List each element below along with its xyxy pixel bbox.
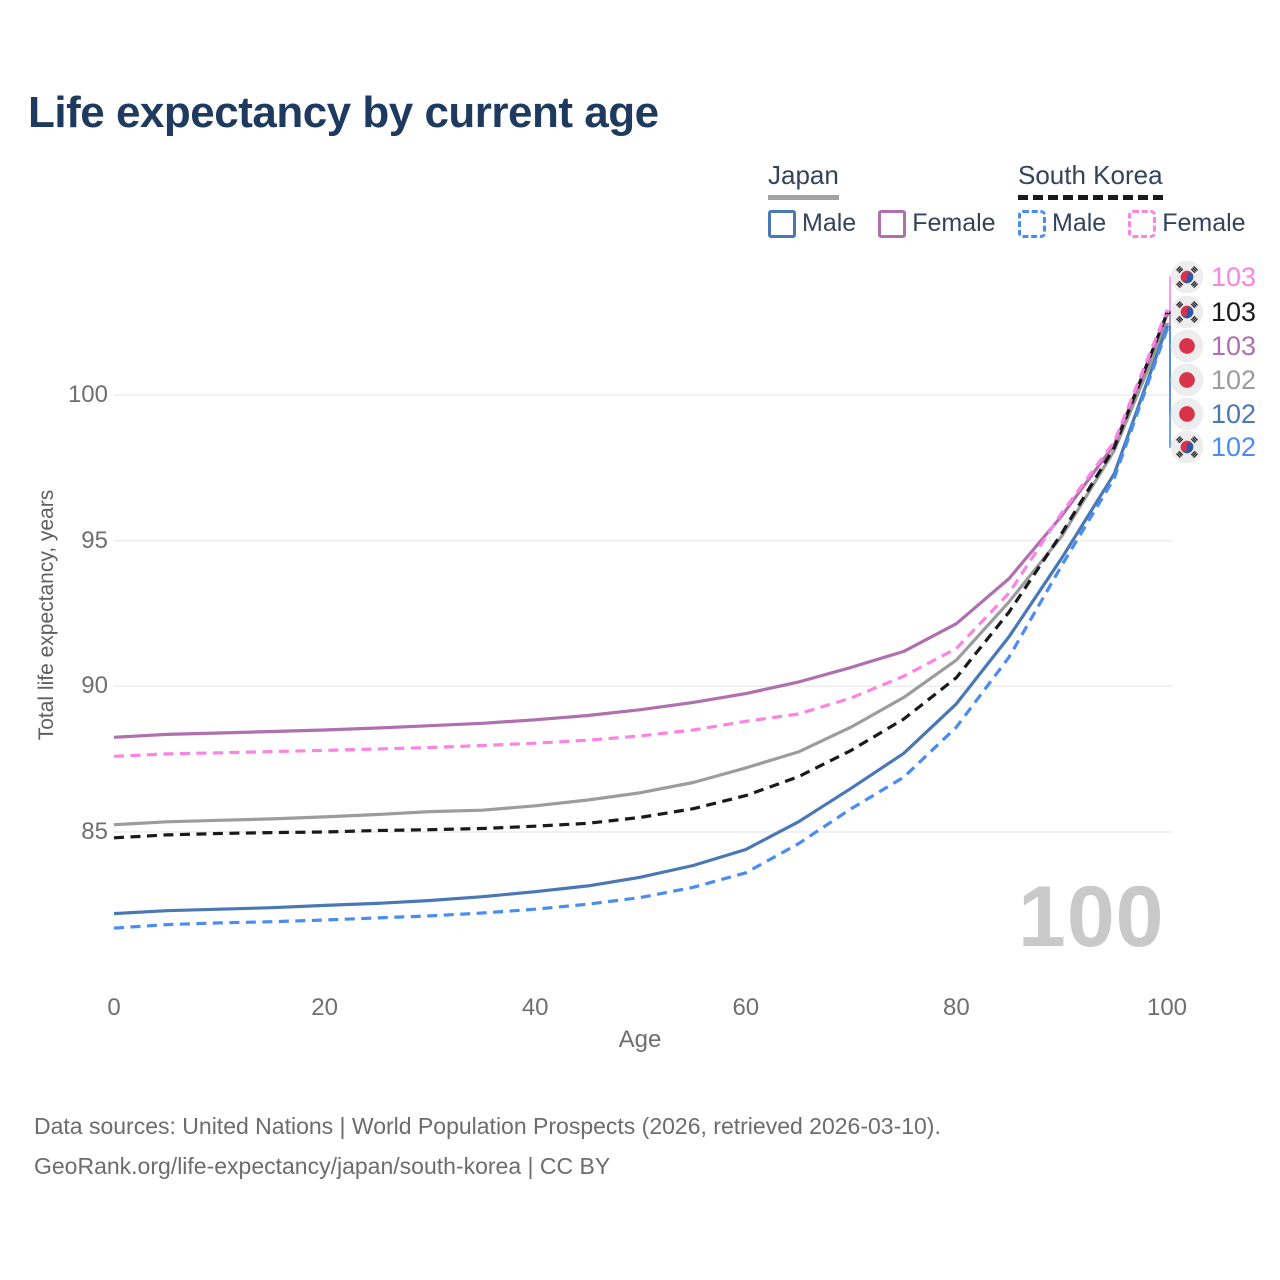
end-label-south-korea-female: 103 (1170, 260, 1256, 294)
japan-flag-icon (1170, 329, 1204, 363)
end-label-value-japan-female: 103 (1211, 331, 1257, 361)
legend-south-korea-male-label[interactable]: Male (1052, 209, 1107, 237)
legend-south-korea-female-swatch[interactable] (1128, 209, 1157, 238)
legend-japan-female-swatch[interactable] (878, 209, 907, 238)
y-tick-100: 100 (67, 381, 108, 409)
end-label-value-south-korea-male: 102 (1211, 432, 1257, 462)
legend-japan-title: Japan (768, 160, 839, 200)
legend-japan-female-label[interactable]: Female (912, 209, 996, 237)
age-watermark: 100 (1018, 869, 1165, 965)
y-tick-85: 85 (81, 818, 108, 845)
x-axis-title: Age (618, 1026, 662, 1053)
line-south-korea-male (113, 328, 1169, 930)
end-label-value-south-korea-female: 103 (1211, 262, 1257, 292)
y-tick-90: 90 (81, 672, 108, 700)
line-south-korea-female (113, 310, 1169, 758)
line-south-korea-total (113, 312, 1169, 840)
end-label-value-japan-male: 102 (1211, 399, 1257, 429)
south-korea-flag-icon (1170, 260, 1204, 294)
end-label-japan-total: 102 (1170, 363, 1256, 397)
footer-attribution: GeoRank.org/life-expectancy/japan/south-… (34, 1153, 611, 1179)
line-japan-total (113, 323, 1169, 827)
x-tick-20: 20 (311, 994, 338, 1021)
legend-south-korea-male-swatch[interactable] (1018, 209, 1046, 238)
footer-data-sources: Data sources: United Nations | World Pop… (34, 1113, 941, 1139)
x-tick-100: 100 (1146, 994, 1188, 1021)
x-tick-0: 0 (107, 994, 121, 1021)
end-label-value-japan-total: 102 (1211, 365, 1257, 395)
line-japan-male (113, 326, 1169, 916)
x-tick-40: 40 (521, 994, 549, 1021)
legend-south-korea: South Korea Male Female (1018, 160, 1268, 238)
legend-japan-male-swatch[interactable] (768, 209, 796, 238)
x-tick-80: 80 (943, 994, 970, 1021)
japan-flag-icon (1170, 397, 1204, 431)
end-label-japan-female: 103 (1170, 329, 1256, 363)
end-label-south-korea-male: 102 (1170, 430, 1256, 464)
south-korea-flag-icon (1170, 430, 1204, 464)
end-label-japan-male: 102 (1170, 397, 1256, 431)
page-title: Life expectancy by current age (28, 88, 659, 137)
legend-japan: Japan Male Female (768, 160, 1018, 238)
x-tick-60: 60 (732, 994, 760, 1021)
end-label-value-south-korea-total: 103 (1211, 297, 1257, 327)
japan-flag-icon (1170, 363, 1204, 397)
legend-south-korea-female-label[interactable]: Female (1162, 209, 1246, 237)
legend-japan-male-label[interactable]: Male (802, 209, 857, 237)
y-tick-95: 95 (81, 526, 108, 554)
south-korea-flag-icon (1170, 295, 1204, 329)
line-japan-female (113, 314, 1169, 739)
footer: Data sources: United Nations | World Pop… (34, 1106, 941, 1186)
end-label-south-korea-total: 103 (1170, 295, 1256, 329)
legend-south-korea-title: South Korea (1018, 160, 1163, 200)
